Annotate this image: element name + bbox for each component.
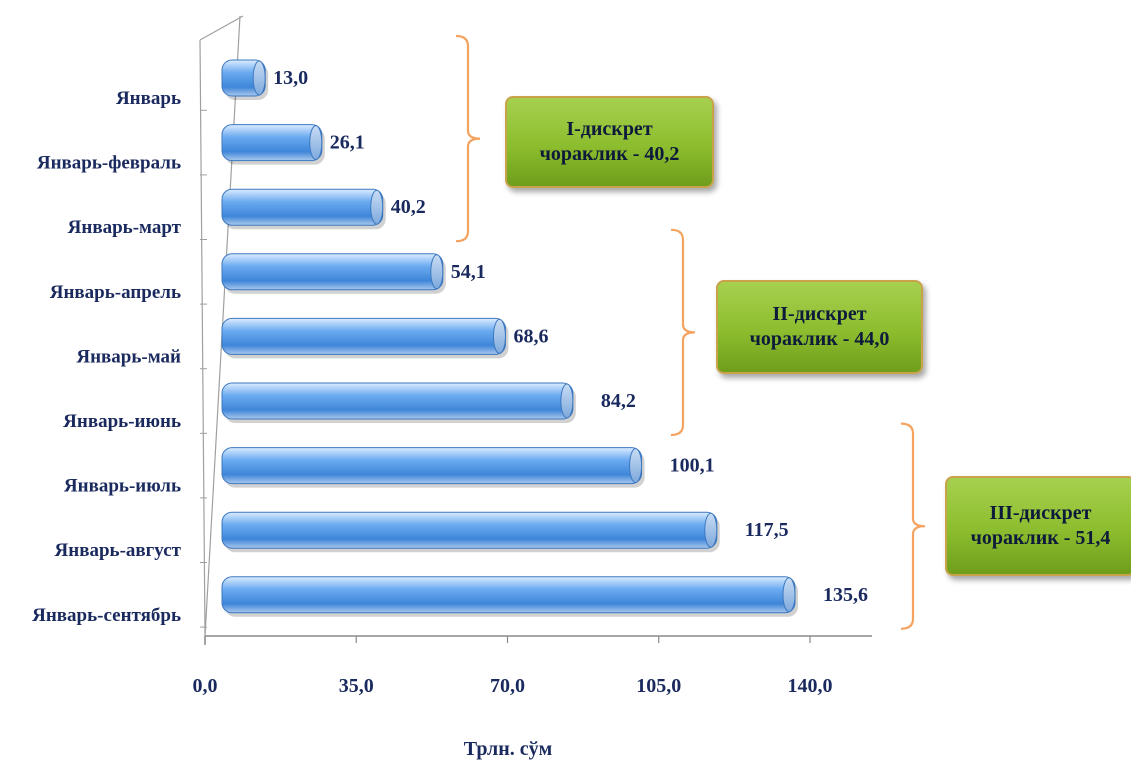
bar-9: Январь-сентябрь 135,6 [32, 576, 868, 626]
value-label: 54,1 [451, 261, 486, 283]
category-label: Январь [116, 88, 181, 109]
bar [221, 253, 444, 291]
category-label: Январь-сентябрь [32, 605, 181, 626]
bar-5: Январь-май 68,6 [76, 317, 548, 367]
bar [221, 382, 574, 420]
bar [221, 511, 718, 549]
annotation-box: II-дискрет чораклик - 44,0 [716, 280, 923, 374]
bar [221, 188, 384, 226]
annotation-line2: чораклик - 40,2 [539, 143, 680, 165]
category-label: Январь-февраль [37, 153, 181, 174]
bar-8: Январь-август 117,5 [55, 511, 789, 561]
category-label: Январь-апрель [50, 282, 181, 303]
bar [221, 317, 506, 355]
annotation-box: I-дискрет чораклик - 40,2 [505, 96, 714, 188]
bracket [900, 422, 926, 630]
x-tick-label: 105,0 [636, 675, 681, 697]
bar-6: Январь-июнь 84,2 [63, 382, 636, 432]
bar [221, 576, 796, 614]
x-tick-label: 35,0 [339, 675, 374, 697]
x-tick-label: 140,0 [788, 675, 833, 697]
category-label: Январь-март [68, 217, 182, 238]
annotation-line2: чораклик - 44,0 [749, 328, 890, 350]
bar-7: Январь-июль 100,1 [64, 447, 715, 497]
category-label: Январь-июль [64, 476, 181, 497]
annotation-line1: I-дискрет [566, 118, 653, 140]
chart-bars: Январь 13,0 Январь-февраль 26,1 Январь-март 4… [32, 59, 868, 626]
value-label: 13,0 [273, 67, 308, 89]
bar-4: Январь-апрель 54,1 [50, 253, 486, 303]
value-label: 117,5 [745, 519, 789, 541]
annotation-line2: чораклик - 51,4 [970, 527, 1111, 549]
value-label: 135,6 [823, 584, 868, 606]
bar [221, 447, 643, 485]
bracket [455, 34, 481, 243]
x-axis-title: Трлн. сўм [464, 738, 552, 760]
annotation-line1: III-дискрет [989, 502, 1092, 524]
x-tick-label: 70,0 [490, 675, 525, 697]
annotation-box: III-дискрет чораклик - 51,4 [945, 476, 1131, 576]
value-label: 100,1 [670, 455, 715, 477]
value-label: 84,2 [601, 390, 636, 412]
value-label: 26,1 [330, 132, 365, 154]
bar [221, 124, 323, 162]
category-label: Январь-июнь [63, 411, 181, 432]
bar-2: Январь-февраль 26,1 [37, 124, 365, 174]
chart-axes: 0,0 35,0 70,0 105,0 140,0 [193, 15, 872, 697]
value-label: 68,6 [513, 325, 548, 347]
x-tick-label: 0,0 [193, 675, 218, 697]
category-label: Январь-май [76, 346, 181, 367]
bracket [670, 228, 696, 437]
bar-1: Январь 13,0 [116, 59, 308, 109]
chart-brackets [455, 34, 926, 630]
annotation-line1: II-дискрет [772, 303, 867, 325]
bar-3: Январь-март 40,2 [68, 188, 426, 238]
value-label: 40,2 [391, 196, 426, 218]
category-label: Январь-август [55, 540, 182, 561]
